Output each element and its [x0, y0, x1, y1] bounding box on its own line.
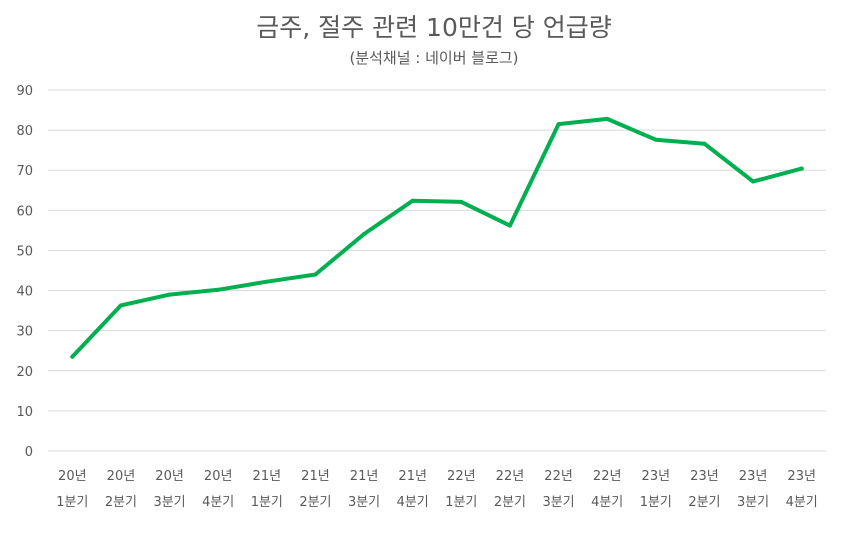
- data-point: [702, 141, 707, 146]
- y-tick-label: 70: [16, 164, 33, 179]
- x-tick-quarter: 1분기: [56, 495, 88, 510]
- x-tick-quarter: 3분기: [153, 495, 185, 510]
- x-tick-quarter: 3분기: [542, 495, 574, 510]
- y-axis-ticks: 0 10 20 30 40 50 60 70 80 90: [16, 84, 33, 460]
- y-tick-label: 20: [16, 365, 33, 380]
- x-tick-year: 22년: [544, 469, 573, 484]
- x-tick-quarter: 2분기: [299, 495, 331, 510]
- y-tick-label: 80: [16, 124, 33, 139]
- data-point: [556, 122, 561, 127]
- x-tick-year: 22년: [593, 469, 622, 484]
- data-point: [362, 231, 367, 236]
- x-tick-year: 23년: [690, 469, 719, 484]
- x-tick-quarter: 1분기: [445, 495, 477, 510]
- x-tick-quarter: 4분기: [202, 495, 234, 510]
- data-point: [410, 198, 415, 203]
- gridlines: [48, 89, 826, 452]
- x-tick-quarter: 1분기: [251, 495, 283, 510]
- x-tick-quarter: 3분기: [737, 495, 769, 510]
- data-point: [653, 137, 658, 142]
- y-tick-label: 10: [16, 405, 33, 420]
- y-tick-label: 30: [16, 325, 33, 340]
- x-axis-ticks: 20년 1분기 20년 2분기 20년 3분기 20년 4분기 21년 1분기 21년 2분기 21년 3…: [56, 469, 818, 510]
- data-point: [605, 116, 610, 121]
- data-point: [313, 272, 318, 277]
- data-point: [118, 303, 123, 308]
- x-tick-year: 21년: [350, 469, 379, 484]
- x-tick-year: 20년: [107, 469, 136, 484]
- y-tick-label: 90: [16, 84, 33, 99]
- data-point: [216, 287, 221, 292]
- y-tick-label: 50: [16, 244, 33, 259]
- x-tick-quarter: 4분기: [397, 495, 429, 510]
- data-point: [70, 354, 75, 359]
- x-tick-quarter: 2분기: [494, 495, 526, 510]
- x-tick-year: 22년: [447, 469, 476, 484]
- x-tick-year: 22년: [496, 469, 525, 484]
- x-tick-quarter: 3분기: [348, 495, 380, 510]
- x-tick-year: 21년: [301, 469, 330, 484]
- data-point: [264, 279, 269, 284]
- y-tick-label: 0: [25, 445, 33, 460]
- data-point: [167, 292, 172, 297]
- x-tick-year: 23년: [787, 469, 816, 484]
- series-layer: [70, 116, 804, 359]
- x-tick-year: 23년: [739, 469, 768, 484]
- x-tick-year: 20년: [204, 469, 233, 484]
- x-tick-quarter: 1분기: [640, 495, 672, 510]
- x-tick-quarter: 2분기: [105, 495, 137, 510]
- x-tick-quarter: 4분기: [591, 495, 623, 510]
- y-tick-label: 40: [16, 285, 33, 300]
- x-tick-year: 21년: [253, 469, 282, 484]
- data-point: [459, 199, 464, 204]
- series-line: [70, 116, 804, 359]
- y-tick-label: 60: [16, 204, 33, 219]
- x-tick-year: 23년: [642, 469, 671, 484]
- chart-subtitle: (분석채널 : 네이버 블로그): [349, 49, 518, 67]
- data-point: [507, 223, 512, 228]
- data-point: [799, 166, 804, 171]
- x-tick-quarter: 2분기: [688, 495, 720, 510]
- x-tick-year: 20년: [58, 469, 87, 484]
- x-tick-year: 21년: [398, 469, 427, 484]
- data-point: [751, 179, 756, 184]
- x-tick-quarter: 4분기: [786, 495, 818, 510]
- chart-title: 금주, 절주 관련 10만건 당 언급량: [256, 13, 612, 42]
- x-tick-year: 20년: [155, 469, 184, 484]
